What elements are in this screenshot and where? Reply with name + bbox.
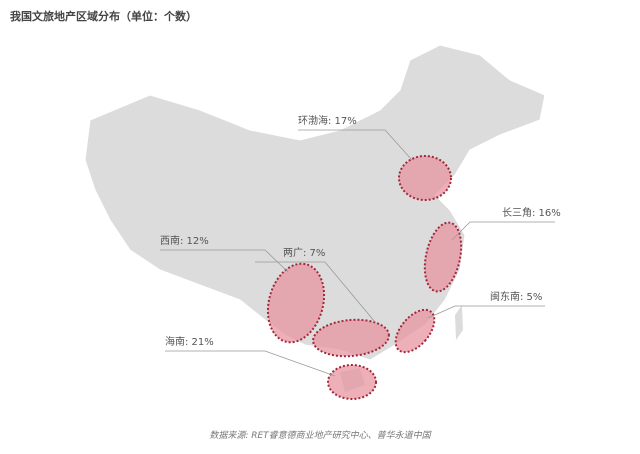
leader-line (451, 221, 555, 241)
region-huanbohai (398, 155, 452, 201)
leader-line (165, 350, 336, 377)
leader-line (160, 249, 289, 273)
label-huanbohai: 环渤海: 17% (298, 114, 357, 127)
source-note: 数据来源: RET睿意德商业地产研究中心、普华永道中国 (209, 431, 431, 441)
region-lianguang (312, 318, 390, 358)
label-changsanjiao: 长三角: 16% (502, 207, 561, 219)
leader-line (255, 261, 376, 323)
region-xinan (266, 262, 326, 344)
map-title: 我国文旅地产区域分布（单位：个数） (10, 10, 197, 23)
label-hainan: 海南: 21% (165, 335, 214, 348)
leader-line (298, 129, 413, 161)
taiwan (455, 305, 463, 340)
label-lianguang: 两广: 7% (283, 247, 325, 259)
label-xinan: 西南: 12% (160, 234, 209, 247)
label-mindongnan: 闽东南: 5% (490, 290, 542, 303)
region-mindongnan (394, 308, 436, 354)
region-hainan (327, 364, 377, 400)
leader-line (427, 305, 545, 319)
